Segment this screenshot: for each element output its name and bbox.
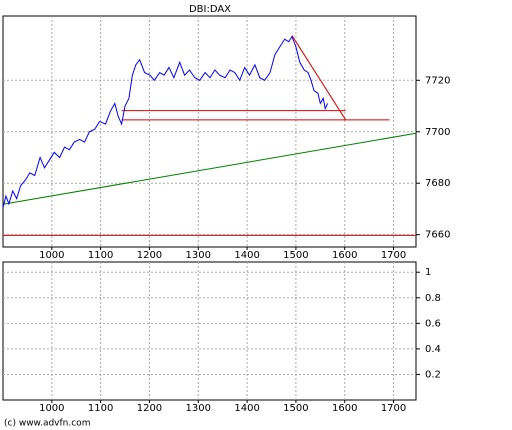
y-tick-label: 7720 [425, 75, 450, 86]
plot-frame [2, 261, 417, 401]
y-tick-label: 7680 [425, 178, 450, 189]
y-tick-label: 0.4 [425, 344, 441, 355]
chart-title: DBI:DAX [189, 4, 231, 15]
y-tick-label: 7700 [425, 127, 450, 138]
annotation-line [291, 35, 347, 121]
x-tick-label: 1300 [186, 250, 211, 261]
x-tick-label: 1600 [332, 403, 357, 414]
y-tick-label: 0.2 [425, 369, 441, 380]
x-tick-label: 1100 [88, 250, 113, 261]
x-tick-label: 1200 [137, 403, 162, 414]
x-tick-label: 1400 [234, 403, 259, 414]
y-tick-label: 7660 [425, 230, 450, 241]
x-tick-label: 1000 [39, 250, 64, 261]
y-tick-label: 0.8 [425, 293, 441, 304]
footer: (c) www.advfn.com [4, 419, 90, 429]
x-tick-label: 1700 [381, 250, 406, 261]
x-tick-label: 1500 [283, 403, 308, 414]
y-tick-label: 0.6 [425, 318, 441, 329]
x-tick-label: 1400 [234, 250, 259, 261]
x-tick-label: 1500 [283, 250, 308, 261]
x-tick-label: 1600 [332, 250, 357, 261]
x-tick-label: 1100 [88, 403, 113, 414]
x-tick-label: 1000 [39, 403, 64, 414]
x-tick-label: 1700 [381, 403, 406, 414]
annotation-line [2, 132, 417, 205]
price-line [2, 35, 329, 208]
x-tick-label: 1200 [137, 250, 162, 261]
x-tick-label: 1300 [186, 403, 211, 414]
y-tick-label: 1 [425, 267, 431, 278]
